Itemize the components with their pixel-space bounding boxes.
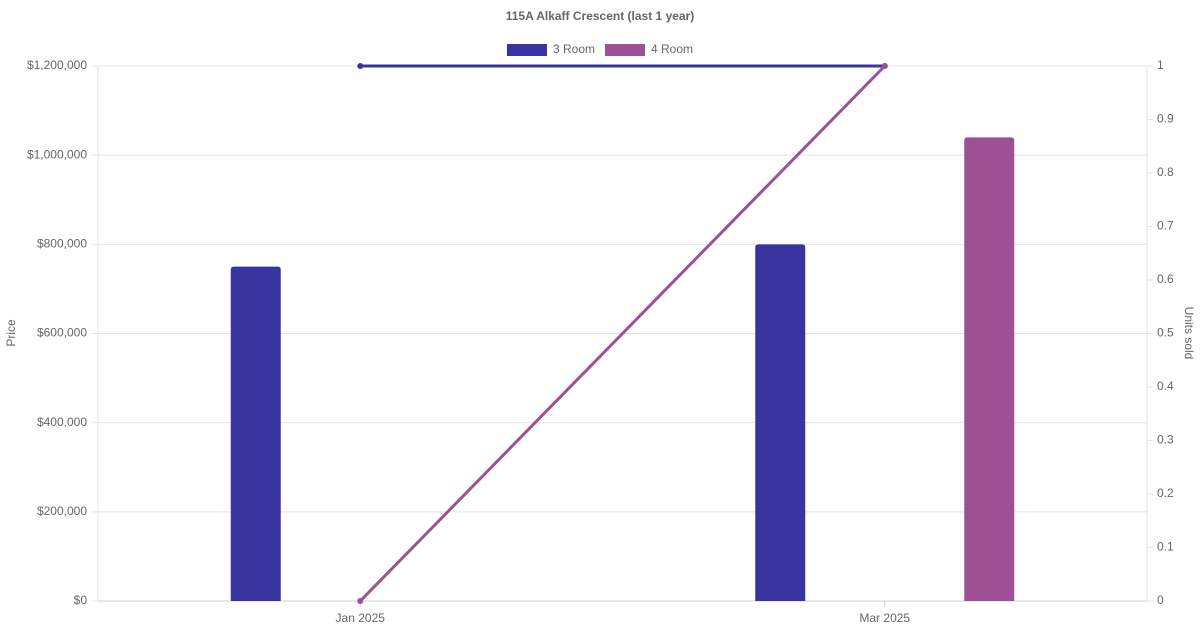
y2-tick-label: 1 [1157,58,1164,72]
legend: 3 Room 4 Room [506,42,693,56]
y2-tick-label: 0.7 [1157,219,1174,233]
legend-swatch [605,44,645,56]
line-point [357,598,364,604]
y2-tick-label: 0.6 [1157,272,1174,286]
legend-swatch [506,44,547,56]
y2-tick-label: 0.4 [1157,379,1174,393]
y2-tick-label: 0 [1157,593,1164,607]
y2-tick-label: 0.8 [1157,165,1174,179]
chart-title: 115A Alkaff Crescent (last 1 year) [506,9,695,23]
legend-label: 3 Room [553,42,595,56]
bar [964,137,1015,602]
legend-label: 4 Room [651,42,693,56]
y2-tick-label: 0.1 [1157,540,1174,554]
bar [755,244,806,602]
y-tick-label: $400,000 [37,415,87,429]
bar [230,266,281,601]
line-point [881,63,888,69]
y2-tick-label: 0.3 [1157,433,1174,447]
x-tick-label: Mar 2025 [859,611,910,625]
y2-axis-title: Units sold [1182,307,1196,360]
line [359,64,886,603]
line-point [357,63,364,69]
y2-tick-label: 0.5 [1157,326,1174,340]
y-tick-label: $1,200,000 [27,58,87,72]
y-axis-title: Price [4,319,18,347]
y2-tick-label: 0.9 [1157,112,1174,126]
y-tick-label: $800,000 [37,237,87,251]
y-tick-label: $200,000 [37,504,87,518]
y-tick-label: $0 [74,593,88,607]
y2-tick-label: 0.2 [1157,486,1174,500]
y-tick-label: $600,000 [37,326,87,340]
y-tick-label: $1,000,000 [27,147,87,161]
x-tick-label: Jan 2025 [336,611,386,625]
